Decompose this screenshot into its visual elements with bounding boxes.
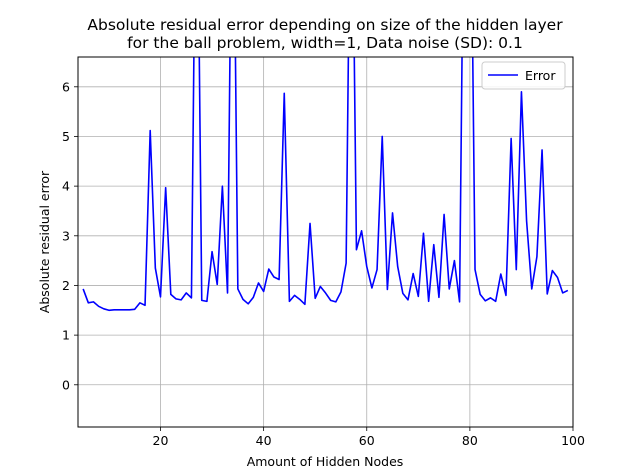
legend-box: [481, 61, 566, 90]
grid: [78, 57, 574, 427]
plot-area: [82, 57, 569, 312]
series-line-error: [82, 57, 569, 312]
y-tick-label: 0: [62, 377, 70, 392]
x-axis-label: Amount of Hidden Nodes: [247, 454, 404, 468]
x-tick-label: 100: [561, 433, 585, 448]
legend: Error: [481, 61, 566, 90]
y-axis-label: Absolute residual error: [37, 170, 52, 313]
chart-title: Absolute residual error depending on siz…: [87, 16, 563, 34]
x-tick-label: 40: [256, 433, 272, 448]
ticks: 20 40 60 80 100 0 1 2 3 4 5 6: [62, 79, 585, 448]
plot-frame: [77, 56, 574, 428]
y-tick-label: 2: [62, 278, 70, 293]
legend-entry-error: Error: [525, 68, 556, 83]
y-tick-label: 1: [62, 328, 70, 343]
y-tick-label: 4: [62, 179, 70, 194]
x-tick-label: 20: [153, 433, 169, 448]
y-tick-label: 3: [62, 228, 70, 243]
x-tick-label: 80: [462, 433, 478, 448]
chart-subtitle: for the ball problem, width=1, Data nois…: [127, 34, 523, 52]
y-tick-label: 6: [62, 79, 70, 94]
x-tick-label: 60: [359, 433, 375, 448]
y-tick-label: 5: [62, 129, 70, 144]
